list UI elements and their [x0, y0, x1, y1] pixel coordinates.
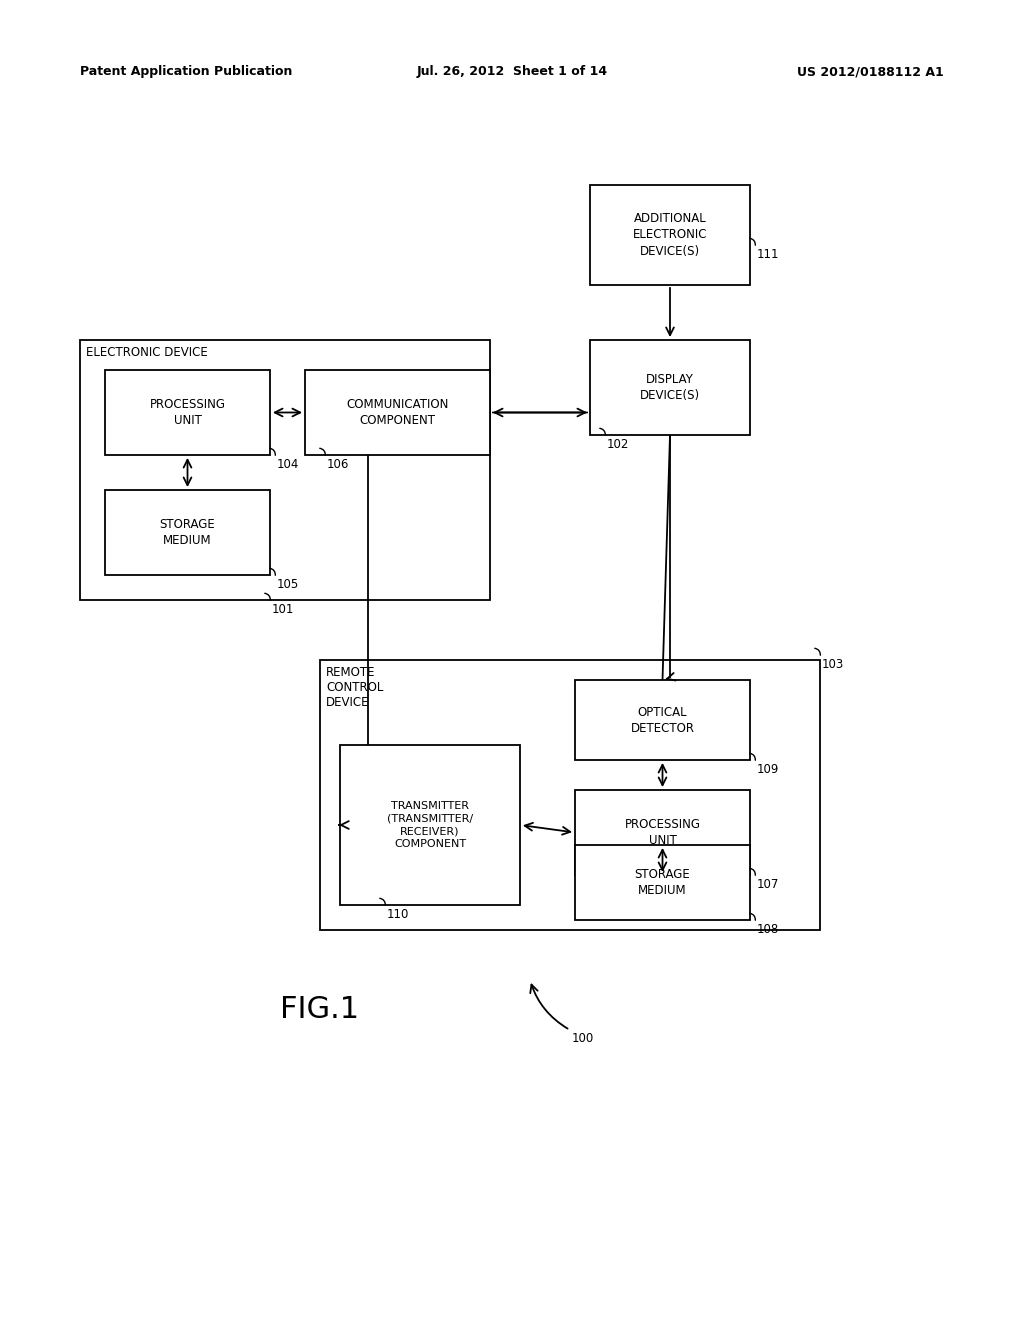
Text: 106: 106	[327, 458, 349, 471]
Text: 109: 109	[757, 763, 779, 776]
Text: ADDITIONAL
ELECTRONIC
DEVICE(S): ADDITIONAL ELECTRONIC DEVICE(S)	[633, 213, 708, 257]
Text: STORAGE
MEDIUM: STORAGE MEDIUM	[635, 869, 690, 898]
Bar	[590, 185, 750, 285]
Text: 111: 111	[757, 248, 779, 261]
Text: 101: 101	[272, 603, 294, 616]
Bar	[575, 845, 750, 920]
Text: 104: 104	[278, 458, 299, 471]
Text: 108: 108	[757, 923, 779, 936]
Text: 100: 100	[572, 1032, 594, 1045]
Text: Patent Application Publication: Patent Application Publication	[80, 66, 293, 78]
Text: 105: 105	[278, 578, 299, 591]
Text: Jul. 26, 2012  Sheet 1 of 14: Jul. 26, 2012 Sheet 1 of 14	[417, 66, 607, 78]
Text: FIG.1: FIG.1	[281, 995, 359, 1024]
Text: ELECTRONIC DEVICE: ELECTRONIC DEVICE	[86, 346, 208, 359]
Text: COMMUNICATION
COMPONENT: COMMUNICATION COMPONENT	[346, 399, 449, 426]
Bar	[305, 370, 490, 455]
Text: 103: 103	[822, 657, 844, 671]
Bar	[80, 341, 490, 601]
Bar	[319, 660, 820, 931]
Bar	[590, 341, 750, 436]
Text: DISPLAY
DEVICE(S): DISPLAY DEVICE(S)	[640, 374, 700, 403]
Text: PROCESSING
UNIT: PROCESSING UNIT	[625, 818, 700, 847]
Text: PROCESSING
UNIT: PROCESSING UNIT	[150, 399, 225, 426]
Text: 107: 107	[757, 878, 779, 891]
Text: 102: 102	[607, 438, 630, 451]
Bar	[105, 370, 270, 455]
Text: US 2012/0188112 A1: US 2012/0188112 A1	[798, 66, 944, 78]
Bar	[575, 680, 750, 760]
Text: REMOTE
CONTROL
DEVICE: REMOTE CONTROL DEVICE	[326, 667, 383, 709]
Bar	[575, 789, 750, 875]
Text: OPTICAL
DETECTOR: OPTICAL DETECTOR	[631, 705, 694, 734]
Text: TRANSMITTER
(TRANSMITTER/
RECEIVER)
COMPONENT: TRANSMITTER (TRANSMITTER/ RECEIVER) COMP…	[387, 801, 473, 849]
Text: 110: 110	[387, 908, 410, 921]
Bar	[105, 490, 270, 576]
Bar	[340, 744, 520, 906]
Text: STORAGE
MEDIUM: STORAGE MEDIUM	[160, 517, 215, 546]
